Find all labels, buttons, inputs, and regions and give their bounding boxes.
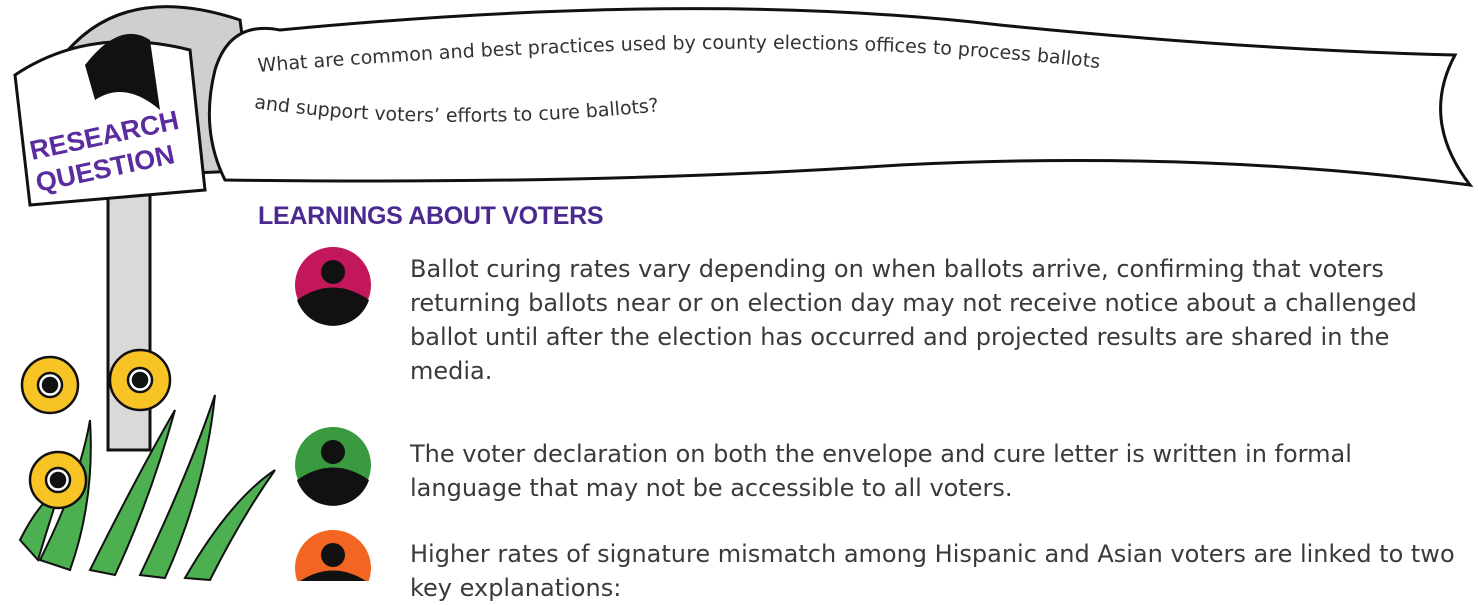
voter-icon (295, 247, 371, 326)
voter-icon (295, 530, 371, 581)
page: {"sign": {"line1": "RESEARCH", "line2": … (0, 0, 1478, 581)
section-heading: LEARNINGS ABOUT VOTERS (258, 202, 603, 231)
learning-text: The voter declaration on both the envelo… (410, 437, 1460, 505)
learning-text: Ballot curing rates vary depending on wh… (410, 252, 1460, 388)
sign: RESEARCH QUESTION (15, 34, 205, 205)
learning-text: Higher rates of signature mismatch among… (410, 537, 1460, 605)
voter-icon (295, 427, 371, 506)
